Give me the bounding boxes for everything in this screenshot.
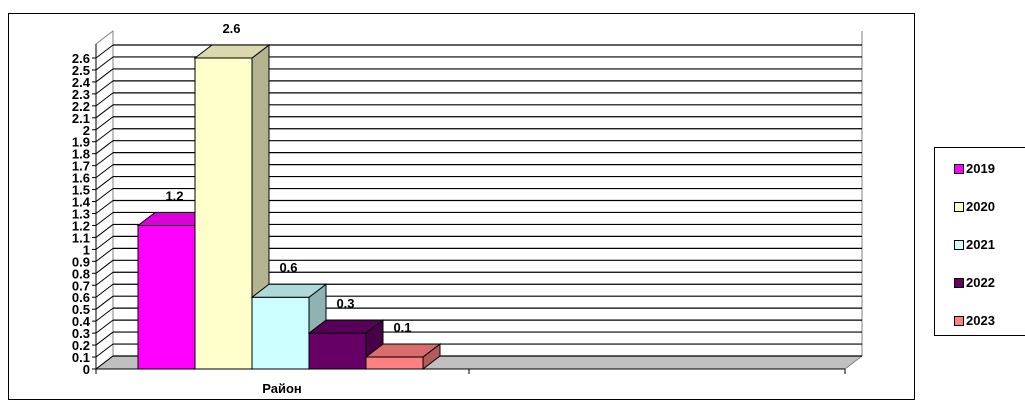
legend-swatch (954, 239, 964, 250)
data-label: 2.6 (222, 21, 240, 36)
gridline-side (95, 212, 114, 226)
gridline-side (95, 200, 114, 214)
gridline-side (95, 295, 114, 310)
y-tick-label: 0.4 (72, 314, 91, 329)
bar-top (250, 283, 328, 298)
gridline-side (95, 343, 114, 358)
y-tick-label: 1.1 (72, 230, 90, 245)
legend-label: 2020 (966, 199, 995, 214)
gridline-side (95, 247, 114, 262)
legend: 2019 2020 2021 2022 2023 (934, 147, 1025, 336)
gridline-side (95, 44, 114, 59)
legend-item-2019: 2019 (954, 161, 995, 176)
chart-frame (8, 13, 915, 400)
legend-label: 2023 (966, 313, 995, 328)
y-tick-label: 2.3 (72, 87, 90, 102)
data-label: 0.6 (279, 260, 297, 275)
y-tick-label: 0.9 (72, 254, 90, 269)
y-tick-label: 2 (83, 123, 90, 138)
legend-item-2020: 2020 (954, 199, 995, 214)
y-tick-label: 1.3 (72, 207, 90, 222)
bar-front (251, 296, 310, 370)
y-tick-label: 1.9 (72, 135, 90, 150)
gridline-side (95, 319, 114, 334)
y-tick-label: 1.6 (72, 171, 90, 186)
y-tick-label: 1.8 (72, 147, 90, 162)
y-tick-label: 0.3 (72, 326, 90, 341)
legend-item-2022: 2022 (954, 275, 995, 290)
gridline-side (95, 355, 114, 370)
gridline-side (95, 116, 114, 131)
chart-plot: 00.10.20.30.40.50.60.70.80.911.11.21.31.… (72, 21, 864, 396)
gridline-side (95, 92, 114, 107)
gridline-side (95, 128, 114, 143)
bar-2020 (193, 43, 271, 371)
y-tick-label: 1.4 (72, 195, 91, 210)
bar-top (364, 343, 442, 358)
y-tick-label: 0.7 (72, 278, 90, 293)
gridline-side (95, 80, 114, 95)
legend-swatch (954, 277, 964, 288)
bar-front (365, 356, 424, 370)
gridline-side (95, 224, 114, 238)
bar-front (194, 57, 253, 370)
data-label: 1.2 (165, 188, 183, 203)
bars (136, 43, 442, 371)
legend-swatch (954, 315, 964, 326)
gridline-side (95, 331, 114, 346)
bar-2021 (250, 283, 328, 371)
legend-swatch (954, 201, 964, 212)
gridline-side (95, 283, 114, 298)
bar-top (193, 44, 271, 59)
y-tick-label: 0.6 (72, 290, 90, 305)
bar-2023 (364, 343, 442, 371)
legend-label: 2021 (966, 237, 995, 252)
y-tick-label: 1 (83, 242, 90, 257)
y-tick-label: 2.6 (72, 51, 90, 66)
legend-item-2023: 2023 (954, 313, 995, 328)
y-tick-label: 2.2 (72, 99, 90, 114)
y-tick-label: 1.2 (72, 218, 90, 233)
legend-label: 2022 (966, 275, 995, 290)
gridline-side (95, 271, 114, 286)
y-tick-label: 0 (83, 362, 90, 377)
gridline-side (95, 235, 114, 250)
y-tick-label: 0.2 (72, 338, 90, 353)
y-tick-label: 1.7 (72, 159, 90, 174)
gridline-side (95, 176, 114, 190)
legend-label: 2019 (966, 161, 995, 176)
legend-item-2021: 2021 (954, 237, 995, 252)
gridline-side (95, 164, 114, 179)
y-tick-label: 1.5 (72, 183, 90, 198)
data-label: 0.1 (393, 320, 411, 335)
data-label: 0.3 (336, 296, 354, 311)
bar-front (137, 224, 196, 370)
gridline-side (95, 140, 114, 155)
bar-front (308, 332, 367, 370)
y-axis: 00.10.20.30.40.50.60.70.80.911.11.21.31.… (72, 44, 97, 377)
gridline-side (95, 56, 114, 71)
x-axis: Район (95, 368, 846, 396)
gridline-side (95, 152, 114, 167)
gridline-side (95, 307, 114, 322)
bar-top (307, 319, 385, 334)
y-tick-label: 0.8 (72, 266, 90, 281)
data-labels: 1.2 2.6 0.6 0.3 0.1 (165, 21, 411, 335)
y-tick-label: 0.5 (72, 302, 90, 317)
gridline-side (95, 188, 114, 202)
gridline-side (95, 259, 114, 274)
bar-2022 (307, 319, 385, 371)
y-tick-label: 2.5 (72, 63, 90, 78)
y-tick-label: 2.4 (72, 75, 91, 90)
gridline-side (95, 68, 114, 83)
y-tick-label: 2.1 (72, 111, 90, 126)
gridline-side (95, 104, 114, 119)
legend-swatch (954, 163, 964, 174)
y-tick-label: 0.1 (72, 350, 90, 365)
x-category-label: Район (262, 381, 302, 396)
